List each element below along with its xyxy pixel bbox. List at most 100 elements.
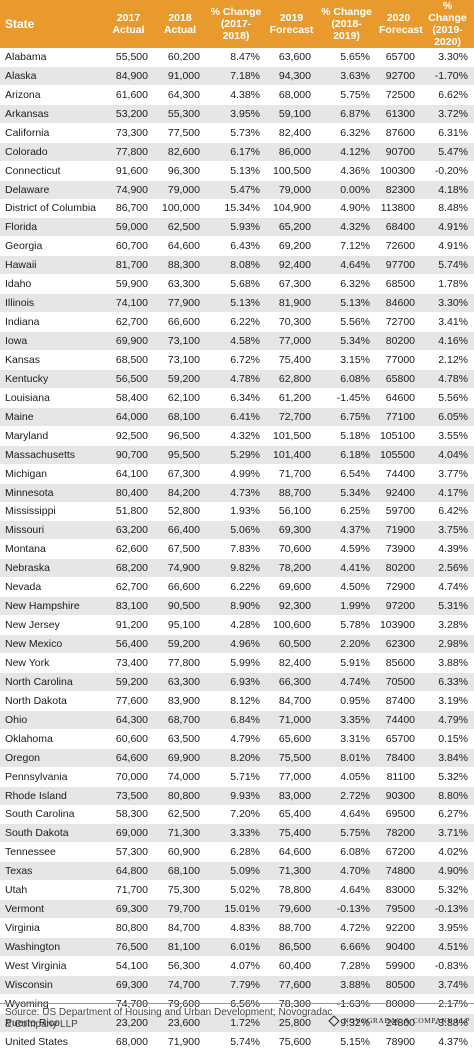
- actual-2017-cell: 74,100: [103, 293, 154, 314]
- forecast-2019-cell: 84,700: [266, 691, 317, 711]
- table-row: Wyoming74,70079,6006.56%78,300-1.63%8000…: [0, 994, 474, 1014]
- forecast-2019-cell: 83,000: [266, 786, 317, 806]
- actual-2017-cell: 61,600: [103, 85, 154, 105]
- actual-2018-cell: 69,900: [154, 748, 206, 768]
- forecast-2019-cell: 79,000: [266, 180, 317, 200]
- actual-2018-cell: 62,500: [154, 217, 206, 238]
- forecast-2019-cell: 60,400: [266, 956, 317, 976]
- actual-2017-cell: 69,000: [103, 823, 154, 844]
- table-row: Arkansas 53,200 55,300 3.95% 59,100 6.87% 6130…: [0, 104, 474, 124]
- change-2018-2019-cell: 0.00%: [317, 180, 376, 200]
- change-2018-2019-cell: -0.13%: [317, 899, 376, 920]
- table-row: Maine 64,000 68,100 6.41% 72,700 6.75% 77100 6.…: [0, 407, 474, 427]
- forecast-2020-cell: 70500: [376, 672, 421, 692]
- actual-2017-cell: 59,200: [103, 672, 154, 692]
- forecast-2020-cell: 77100: [376, 407, 421, 427]
- forecast-2019-cell: 86,500: [266, 937, 317, 957]
- actual-2017-cell: 56,400: [103, 634, 154, 654]
- change-2019-2020-cell: 2.56%: [421, 558, 474, 579]
- forecast-2019-cell: 75,500: [266, 748, 317, 768]
- forecast-2020-cell: 72700: [376, 312, 421, 333]
- forecast-2020-cell: 80200: [376, 558, 421, 579]
- actual-2017-cell: 64,000: [103, 407, 154, 427]
- change-2017-2018-cell: 6.41%: [206, 407, 266, 427]
- change-2018-2019-cell: -1.45%: [317, 388, 376, 408]
- change-2018-2019-cell: 4.64%: [317, 880, 376, 901]
- change-2019-2020-cell: 8.48%: [421, 199, 474, 219]
- change-2018-2019-cell: 5.78%: [317, 615, 376, 636]
- forecast-2020-cell: 81100: [376, 767, 421, 787]
- forecast-2019-cell: 71,000: [266, 710, 317, 730]
- state-cell: Kentucky: [0, 369, 103, 389]
- change-2018-2019-cell: 5.18%: [317, 426, 376, 446]
- actual-2018-cell: 66,600: [154, 312, 206, 333]
- change-2018-2019-cell: 4.72%: [317, 918, 376, 939]
- forecast-2020-cell: 83000: [376, 880, 421, 901]
- forecast-2020-cell: 59700: [376, 502, 421, 522]
- state-cell: Idaho: [0, 274, 103, 295]
- actual-2017-cell: 59,900: [103, 274, 154, 295]
- change-2019-2020-cell: 4.51%: [421, 937, 474, 957]
- change-2019-2020-cell: 4.16%: [421, 331, 474, 351]
- actual-2018-cell: 79,600: [154, 994, 206, 1014]
- forecast-2020-cell: 78200: [376, 823, 421, 844]
- state-cell: New Hampshire: [0, 596, 103, 617]
- actual-2017-cell: 69,300: [103, 975, 154, 995]
- table-row: Nevada 62,700 66,600 6.22% 69,600 4.50% 72900 4…: [0, 577, 474, 598]
- state-cell: Ohio: [0, 710, 103, 730]
- actual-2018-cell: 77,500: [154, 123, 206, 143]
- change-2017-2018-cell: 6.93%: [206, 672, 266, 692]
- footer-divider: [0, 1003, 474, 1004]
- change-2018-2019-cell: 7.28%: [317, 956, 376, 976]
- actual-2018-cell: 74,900: [154, 558, 206, 579]
- forecast-2020-cell: 64600: [376, 388, 421, 408]
- state-cell: United States: [0, 1032, 103, 1052]
- state-cell: Arizona: [0, 85, 103, 105]
- forecast-2019-cell: 104,900: [266, 199, 317, 219]
- table-row: Vermont 69,300 79,700 15.01% 79,600 -0.13% 795…: [0, 899, 474, 920]
- forecast-2020-cell: 90300: [376, 786, 421, 806]
- change-2019-2020-cell: -0.83%: [421, 956, 474, 976]
- change-2018-2019-cell: 3.31%: [317, 729, 376, 749]
- forecast-2020-cell: 77000: [376, 350, 421, 370]
- actual-2017-cell: 64,100: [103, 464, 154, 484]
- change-2018-2019-cell: 6.87%: [317, 104, 376, 124]
- forecast-2020-cell: 97700: [376, 255, 421, 276]
- change-2017-2018-cell: 4.96%: [206, 634, 266, 654]
- actual-2017-cell: 73,300: [103, 123, 154, 143]
- change-2019-2020-cell: 4.90%: [421, 861, 474, 882]
- forecast-2020-cell: 90400: [376, 937, 421, 957]
- actual-2018-cell: 90,500: [154, 596, 206, 617]
- change-2019-2020-cell: 3.77%: [421, 464, 474, 484]
- forecast-2019-cell: 92,400: [266, 255, 317, 276]
- table-row: Iowa 69,900 73,100 4.58% 77,000 5.34% 80200 4.1…: [0, 331, 474, 351]
- change-2019-2020-cell: 4.78%: [421, 369, 474, 389]
- actual-2018-cell: 96,500: [154, 426, 206, 446]
- table-row: Pennsylvania 70,000 74,000 5.71% 77,000 4.05%…: [0, 767, 474, 787]
- table-row: Rhode Island 73,500 80,800 9.93% 83,000 2.72%…: [0, 786, 474, 806]
- forecast-2019-cell: 92,300: [266, 596, 317, 617]
- change-2018-2019-cell: 2.72%: [317, 786, 376, 806]
- change-2019-2020-cell: 3.72%: [421, 104, 474, 124]
- change-2017-2018-cell: 5.06%: [206, 520, 266, 541]
- table-row: Arizona 61,600 64,300 4.38% 68,000 5.75% 72500…: [0, 85, 474, 105]
- change-2019-2020-cell: -0.20%: [421, 161, 474, 181]
- forecast-2019-cell: 101,500: [266, 426, 317, 446]
- forecast-2020-cell: 61300: [376, 104, 421, 124]
- actual-2018-cell: 64,300: [154, 85, 206, 105]
- change-2017-2018-cell: 15.34%: [206, 199, 266, 219]
- actual-2017-cell: 86,700: [103, 199, 154, 219]
- change-2018-2019-cell: 8.01%: [317, 748, 376, 768]
- actual-2018-cell: 82,600: [154, 142, 206, 162]
- state-cell: District of Columbia: [0, 199, 103, 219]
- table-row: Alaska 84,900 91,000 7.18% 94,300 3.63% 92700-…: [0, 66, 474, 86]
- change-2019-2020-cell: 4.17%: [421, 483, 474, 503]
- forecast-2020-cell: 72600: [376, 236, 421, 257]
- change-2019-2020-cell: 5.47%: [421, 142, 474, 162]
- actual-2017-cell: 60,600: [103, 729, 154, 749]
- header-2017-actual: 2017 Actual: [103, 0, 154, 48]
- footer: Source: US Department of Housing and Urb…: [0, 1003, 474, 1034]
- change-2017-2018-cell: 5.13%: [206, 293, 266, 314]
- state-cell: Montana: [0, 539, 103, 560]
